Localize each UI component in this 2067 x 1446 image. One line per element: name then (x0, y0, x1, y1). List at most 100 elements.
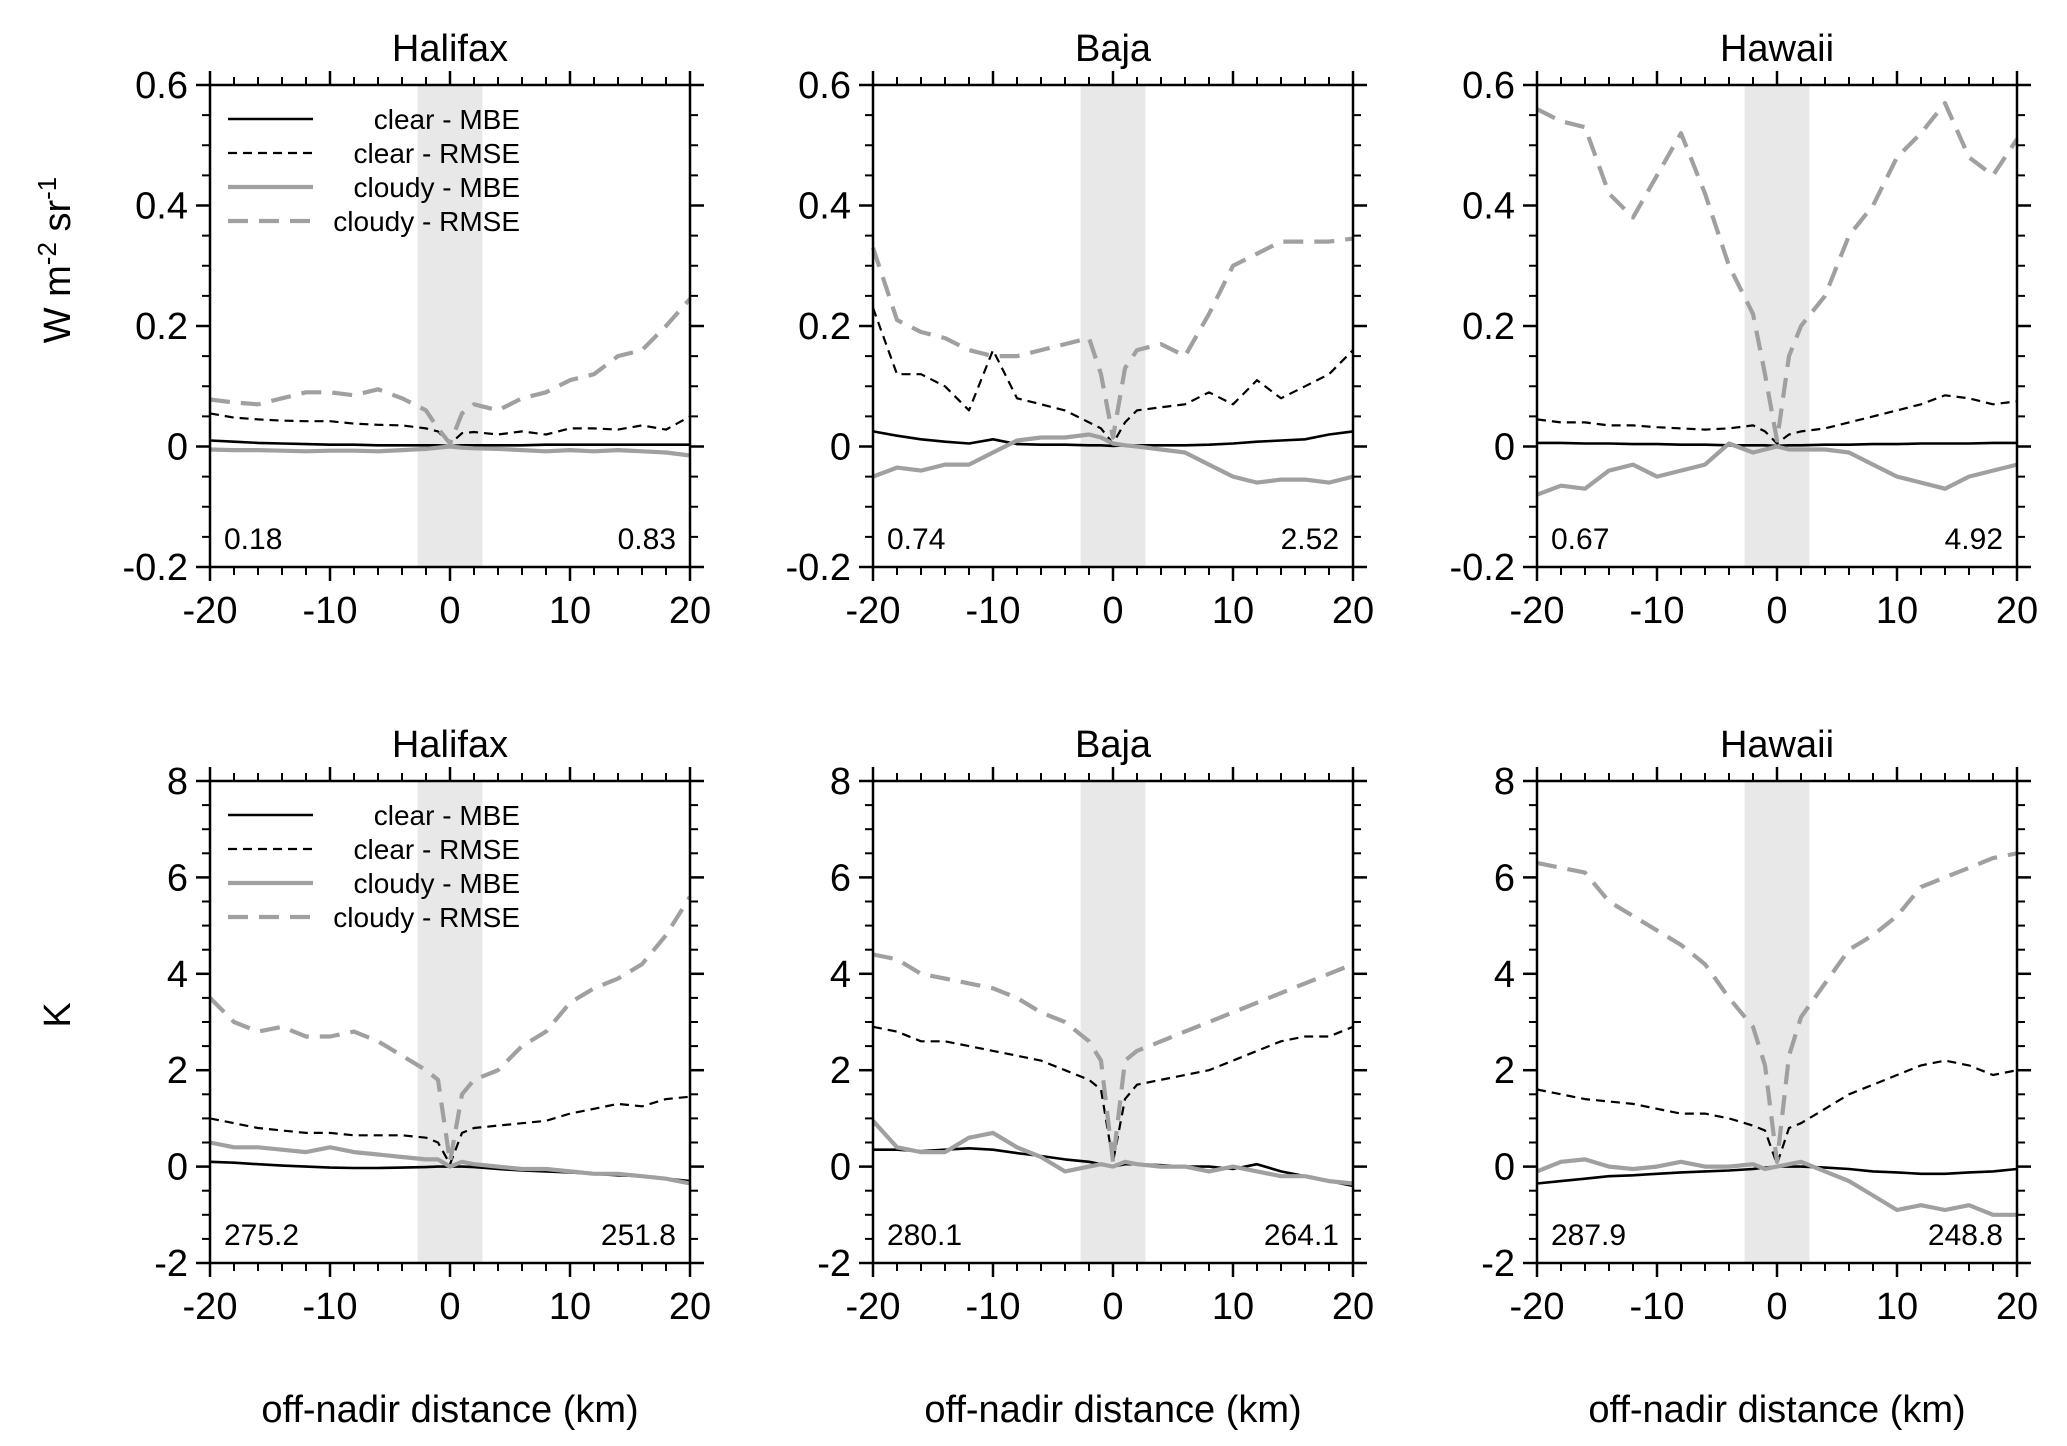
x-axis-label: off-nadir distance (km) (924, 1389, 1301, 1431)
left-corner-value: 0.74 (887, 523, 945, 556)
panel-title: Baja (1075, 28, 1152, 70)
x-tick-label: -20 (183, 590, 238, 632)
y-tick-label: 4 (830, 954, 851, 996)
x-tick-label: -10 (966, 590, 1021, 632)
y-label-exp-2: -1 (32, 177, 62, 200)
nadir-shade-band (1744, 85, 1810, 567)
y-tick-label: -0.2 (1450, 547, 1515, 589)
y-tick-label: 0 (1494, 427, 1515, 469)
y-tick-label: 0.6 (1462, 65, 1515, 107)
legend-entry: cloudy - MBE (354, 868, 521, 899)
y-tick-label: 2 (1494, 1050, 1515, 1092)
y-tick-label: 6 (830, 857, 851, 899)
left-corner-value: 0.18 (224, 523, 282, 556)
nadir-shade-band (417, 85, 483, 567)
legend-entry: clear - MBE (374, 104, 520, 135)
x-tick-label: 10 (1876, 1286, 1918, 1328)
series-line-clear-mbe (872, 430, 1354, 448)
legend-entry: clear - MBE (374, 800, 520, 831)
right-corner-value: 0.83 (618, 523, 676, 556)
left-corner-value: 287.9 (1551, 1219, 1626, 1252)
legend-entry: clear - RMSE (354, 834, 520, 865)
y-label-unit-2: sr (37, 200, 79, 243)
right-corner-value: 2.52 (1281, 523, 1339, 556)
x-tick-label: -10 (1630, 590, 1685, 632)
y-tick-label: 0 (167, 1147, 188, 1189)
y-label-exp-1: -2 (32, 242, 62, 265)
series-line-clear-rmse (872, 1025, 1354, 1163)
x-axis-label: off-nadir distance (km) (1588, 1389, 1965, 1431)
x-tick-label: 10 (1212, 590, 1254, 632)
y-tick-label: 2 (830, 1050, 851, 1092)
x-tick-label: 20 (1332, 590, 1374, 632)
series-line-cloudy-rmse (871, 236, 1354, 440)
legend-entry: cloudy - MBE (354, 172, 521, 203)
legend-entry: cloudy - RMSE (333, 902, 520, 933)
series-line-clear-rmse (1536, 394, 2018, 445)
legend-entry: cloudy - RMSE (333, 206, 520, 237)
y-tick-label: 8 (167, 761, 188, 803)
y-tick-label: -2 (1481, 1243, 1515, 1285)
panel-title: Halifax (392, 724, 508, 766)
series-line-cloudy-rmse (208, 895, 692, 1164)
y-tick-label: -0.2 (786, 547, 851, 589)
x-axis-label: off-nadir distance (km) (261, 1389, 638, 1431)
x-tick-label: -20 (183, 1286, 238, 1328)
x-tick-label: 0 (1766, 590, 1787, 632)
series-line-cloudy-rmse (1536, 100, 2019, 443)
series-line-cloudy-mbe (209, 1140, 691, 1186)
series-line-cloudy-mbe (209, 444, 691, 458)
x-tick-label: 10 (1212, 1286, 1254, 1328)
y-tick-label: 0 (167, 427, 188, 469)
x-tick-label: 20 (669, 590, 711, 632)
panel-title: Hawaii (1720, 28, 1834, 70)
nadir-shade-band (417, 781, 483, 1263)
y-tick-label: 0.2 (798, 306, 851, 348)
panel-title: Hawaii (1720, 724, 1834, 766)
y-tick-label: 4 (167, 954, 188, 996)
series-line-cloudy-rmse (1536, 851, 2018, 1164)
panel-halifax-top: Halifax -0.2 0 0.2 0.4 0.6 -20 -10 0 10 20 0.18 0.83… (123, 28, 712, 632)
left-corner-value: 280.1 (887, 1219, 962, 1252)
right-corner-value: 264.1 (1264, 1219, 1339, 1252)
x-tick-label: 20 (669, 1286, 711, 1328)
x-tick-label: -10 (1630, 1286, 1685, 1328)
y-tick-label: -2 (154, 1243, 188, 1285)
x-tick-label: 0 (1766, 1286, 1787, 1328)
y-tick-label: -2 (817, 1243, 851, 1285)
y-tick-label: 0.2 (1462, 306, 1515, 348)
y-tick-label: 6 (1494, 857, 1515, 899)
y-tick-label: -0.2 (123, 547, 188, 589)
series-line-cloudy-mbe (872, 432, 1354, 485)
panel-hawaii-top: Hawaii -0.2 0 0.2 0.4 0.6 -20 -10 0 10 20 0.67 4.92 (1450, 28, 2039, 632)
x-tick-label: 0 (439, 590, 460, 632)
nadir-shade-band (1080, 85, 1146, 567)
y-tick-label: 0.2 (135, 306, 188, 348)
y-tick-label: 8 (830, 761, 851, 803)
right-corner-value: 251.8 (601, 1219, 676, 1252)
left-corner-value: 0.67 (1551, 523, 1609, 556)
right-corner-value: 248.8 (1928, 1219, 2003, 1252)
x-tick-label: -10 (966, 1286, 1021, 1328)
x-tick-label: 20 (1332, 1286, 1374, 1328)
panel-title: Baja (1075, 724, 1152, 766)
x-tick-label: 10 (549, 1286, 591, 1328)
y-label-unit: W m (37, 265, 79, 343)
y-tick-label: 0 (1494, 1147, 1515, 1189)
y-tick-label: 0 (830, 1147, 851, 1189)
y-tick-label: 6 (167, 857, 188, 899)
legend-entry: clear - RMSE (354, 138, 520, 169)
series-line-cloudy-rmse (209, 297, 692, 446)
y-tick-label: 0.4 (798, 186, 851, 228)
x-tick-label: 20 (1996, 1286, 2038, 1328)
x-tick-label: -10 (303, 590, 358, 632)
y-tick-label: 4 (1494, 954, 1515, 996)
y-tick-label: 0.4 (1462, 186, 1515, 228)
y-tick-label: 2 (167, 1050, 188, 1092)
x-tick-label: 10 (1876, 590, 1918, 632)
x-tick-label: 0 (1102, 590, 1123, 632)
